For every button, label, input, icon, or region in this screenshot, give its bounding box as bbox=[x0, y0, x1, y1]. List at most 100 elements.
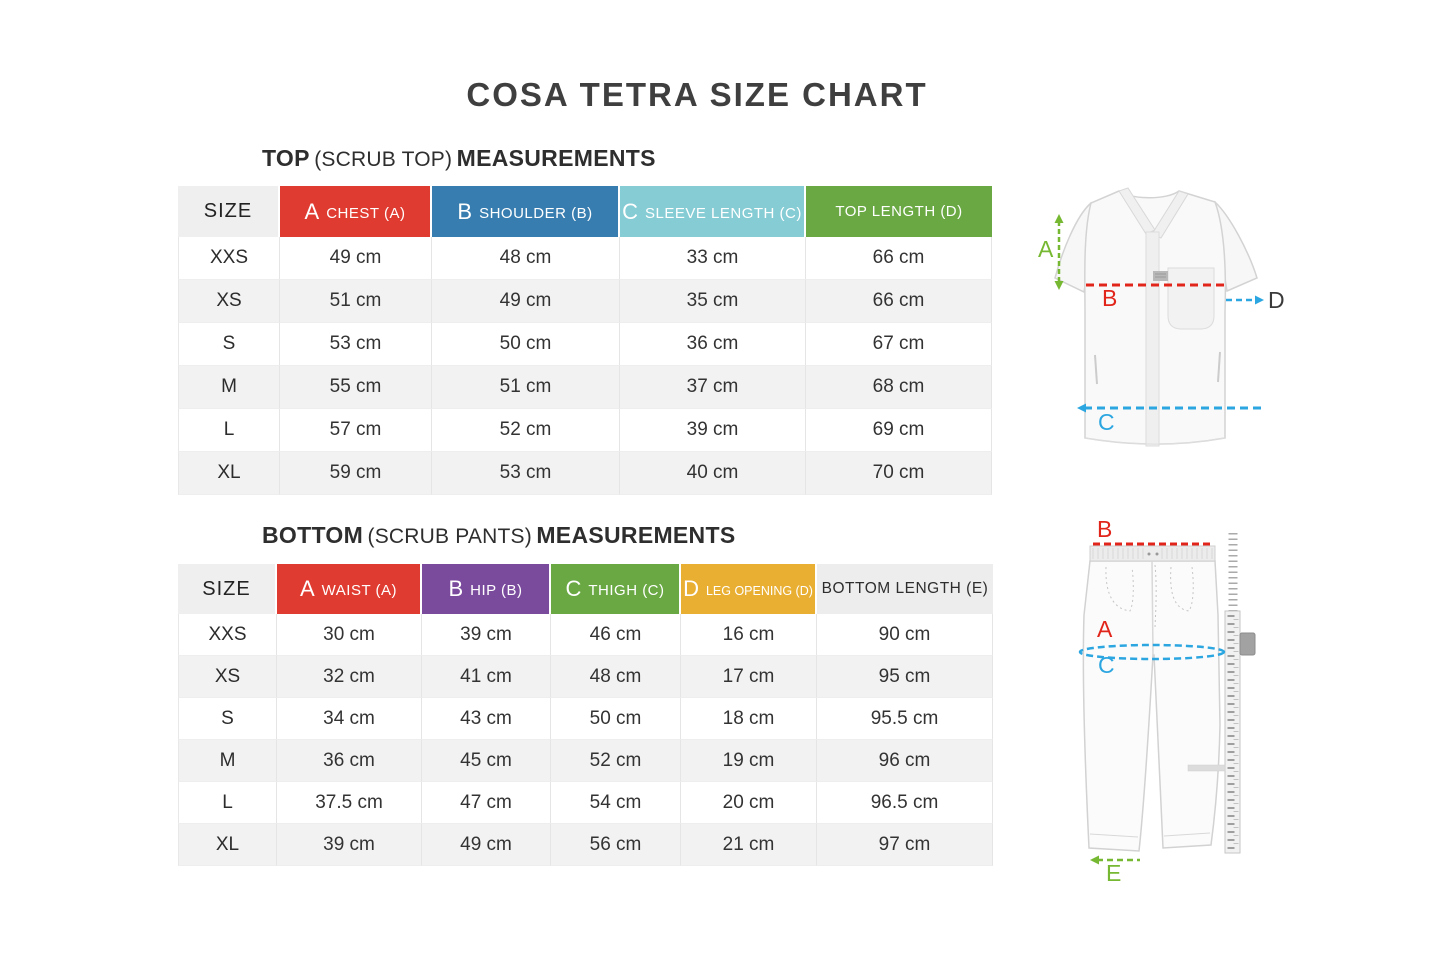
cell-waist: 36 cm bbox=[277, 740, 422, 782]
cell-thigh: 48 cm bbox=[551, 656, 681, 698]
cell-waist: 34 cm bbox=[277, 698, 422, 740]
cell-sleeve: 37 cm bbox=[620, 366, 806, 409]
cell-bottom-length: 95.5 cm bbox=[817, 698, 993, 740]
cell-chest: 55 cm bbox=[280, 366, 432, 409]
table-row: XXS 30 cm 39 cm 46 cm 16 cm 90 cm bbox=[178, 614, 993, 656]
top-heading-subtitle: (SCRUB TOP) bbox=[314, 148, 453, 171]
size-label: M bbox=[178, 740, 277, 782]
cell-top-length: 69 cm bbox=[806, 409, 992, 452]
col-letter-a: A bbox=[299, 576, 315, 601]
side-slit bbox=[1094, 354, 1098, 385]
label-e: E bbox=[1106, 860, 1121, 885]
cell-hip: 49 cm bbox=[422, 824, 551, 866]
size-label: XL bbox=[178, 452, 280, 495]
table-row: XS 51 cm 49 cm 35 cm 66 cm bbox=[178, 280, 992, 323]
cell-shoulder: 49 cm bbox=[432, 280, 620, 323]
label-c: C bbox=[1098, 652, 1115, 678]
cell-hip: 43 cm bbox=[422, 698, 551, 740]
center-seam bbox=[1151, 560, 1154, 656]
size-label: XXS bbox=[178, 237, 280, 280]
table-row: XL 39 cm 49 cm 56 cm 21 cm 97 cm bbox=[178, 824, 993, 866]
bottom-heading-title: BOTTOM bbox=[262, 522, 364, 548]
scrub-top-illustration: A B D C bbox=[1028, 172, 1288, 472]
cell-bottom-length: 96 cm bbox=[817, 740, 993, 782]
scrub-top-pocket-tag bbox=[1153, 271, 1168, 281]
cell-chest: 59 cm bbox=[280, 452, 432, 495]
pants-body bbox=[1082, 560, 1221, 852]
cell-bottom-length: 95 cm bbox=[817, 656, 993, 698]
cell-leg-opening: 17 cm bbox=[681, 656, 817, 698]
cell-hip: 45 cm bbox=[422, 740, 551, 782]
size-label: L bbox=[178, 409, 280, 452]
bottom-col-hip: B HIP (B) bbox=[422, 564, 551, 614]
scrub-top-pocket bbox=[1167, 267, 1215, 330]
top-heading-suffix: MEASUREMENTS bbox=[456, 145, 656, 171]
cell-leg-opening: 16 cm bbox=[681, 614, 817, 656]
col-letter-c: C bbox=[565, 576, 582, 601]
arrow-left-icon bbox=[1090, 855, 1099, 865]
col-label-hip: HIP (B) bbox=[470, 582, 523, 599]
bottom-col-size: SIZE bbox=[178, 564, 277, 614]
cell-chest: 49 cm bbox=[280, 237, 432, 280]
page-title: COSA TETRA SIZE CHART bbox=[466, 76, 928, 113]
cell-bottom-length: 97 cm bbox=[817, 824, 993, 866]
hem-line bbox=[1084, 437, 1226, 445]
table-row: L 57 cm 52 cm 39 cm 69 cm bbox=[178, 409, 992, 452]
scrub-top-placket bbox=[1145, 231, 1160, 447]
size-label: S bbox=[178, 698, 277, 740]
cell-shoulder: 52 cm bbox=[432, 409, 620, 452]
table-row: S 34 cm 43 cm 50 cm 18 cm 95.5 cm bbox=[178, 698, 993, 740]
cell-bottom-length: 90 cm bbox=[817, 614, 993, 656]
cell-hip: 47 cm bbox=[422, 782, 551, 824]
scrub-pants-illustration: B A C E bbox=[1070, 515, 1300, 886]
top-heading-title: TOP bbox=[262, 145, 310, 171]
bottom-col-waist: A WAIST (A) bbox=[277, 564, 422, 614]
arrow-down-icon bbox=[1054, 281, 1064, 290]
top-table-header-row: SIZE A CHEST (A) B SHOULDER (B) C SLEEVE LE… bbox=[178, 186, 992, 237]
waistband-ribs bbox=[1097, 548, 1213, 559]
col-label-waist: WAIST (A) bbox=[321, 582, 398, 599]
table-row: S 53 cm 50 cm 36 cm 67 cm bbox=[178, 323, 992, 366]
cell-waist: 39 cm bbox=[277, 824, 422, 866]
bottom-col-leg-opening: D LEG OPENING (D) bbox=[681, 564, 817, 614]
table-row: XXS 49 cm 48 cm 33 cm 66 cm bbox=[178, 237, 992, 280]
col-label-shoulder: SHOULDER (B) bbox=[479, 204, 593, 222]
cell-waist: 32 cm bbox=[277, 656, 422, 698]
tape-connector bbox=[1187, 764, 1226, 772]
cell-sleeve: 33 cm bbox=[620, 237, 806, 280]
top-col-sleeve-length: C SLEEVE LENGTH (C) bbox=[620, 186, 806, 237]
top-measurements-table: SIZE A CHEST (A) B SHOULDER (B) C SLEEVE LE… bbox=[178, 186, 992, 495]
bottom-col-thigh: C THIGH (C) bbox=[551, 564, 681, 614]
label-a: A bbox=[1097, 616, 1113, 642]
cell-thigh: 46 cm bbox=[551, 614, 681, 656]
arrow-right-icon bbox=[1255, 295, 1264, 305]
bottom-table-header-row: SIZE A WAIST (A) B HIP (B) C THIGH (C) D LEG… bbox=[178, 564, 993, 614]
cell-waist: 37.5 cm bbox=[277, 782, 422, 824]
top-col-size: SIZE bbox=[178, 186, 280, 237]
label-b: B bbox=[1102, 285, 1117, 311]
fly-stitch bbox=[1154, 564, 1157, 628]
pocket-stitch-left bbox=[1105, 566, 1134, 612]
cell-top-length: 70 cm bbox=[806, 452, 992, 495]
bottom-measurements-table: SIZE A WAIST (A) B HIP (B) C THIGH (C) D LEG… bbox=[178, 564, 993, 866]
cell-thigh: 54 cm bbox=[551, 782, 681, 824]
label-b: B bbox=[1097, 516, 1112, 542]
size-label: XS bbox=[178, 656, 277, 698]
cell-top-length: 68 cm bbox=[806, 366, 992, 409]
size-label: S bbox=[178, 323, 280, 366]
drawstring-dot bbox=[1155, 552, 1159, 556]
col-label-thigh: THIGH (C) bbox=[588, 582, 665, 599]
col-letter-b: B bbox=[457, 198, 473, 224]
size-label: XXS bbox=[178, 614, 277, 656]
bottom-heading-suffix: MEASUREMENTS bbox=[536, 522, 736, 548]
size-label: XL bbox=[178, 824, 277, 866]
cell-hip: 41 cm bbox=[422, 656, 551, 698]
bottom-col-bottom-length: BOTTOM LENGTH (E) bbox=[817, 564, 993, 614]
pocket-stitch-right bbox=[1170, 566, 1194, 612]
cell-leg-opening: 18 cm bbox=[681, 698, 817, 740]
drawstring-dot bbox=[1147, 552, 1151, 556]
cell-leg-opening: 19 cm bbox=[681, 740, 817, 782]
bottom-section-heading: BOTTOM (SCRUB PANTS) MEASUREMENTS bbox=[262, 522, 735, 549]
cell-thigh: 50 cm bbox=[551, 698, 681, 740]
